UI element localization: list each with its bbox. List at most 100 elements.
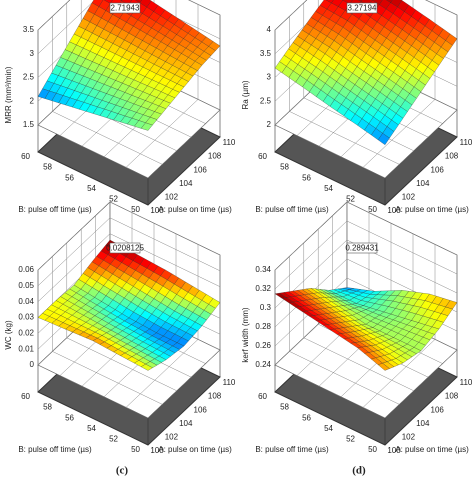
- z-tick-label: 0.24: [255, 360, 271, 369]
- grid-line: [274, 0, 458, 31]
- z-tick-label: 3: [30, 49, 35, 58]
- x-tick-label: 104: [179, 419, 193, 428]
- x-tick-label: 110: [223, 378, 236, 387]
- x-tick-label: 100: [150, 206, 164, 215]
- y-tick-label: 60: [258, 392, 267, 401]
- z-tick-label: 0: [30, 360, 35, 369]
- z-tick-label: 3.5: [260, 49, 272, 58]
- y-tick-label: 60: [21, 392, 30, 401]
- x-axis-label: A: pulse on time (µs): [158, 205, 232, 214]
- y-axis-label: B: pulse off time (µs): [18, 445, 92, 454]
- z-tick-label: 0.32: [255, 284, 271, 293]
- z-tick-label: 0.26: [255, 341, 271, 350]
- x-tick-label: 102: [402, 433, 416, 442]
- annotation-box: [109, 242, 141, 254]
- z-tick-label: 0.05: [18, 281, 34, 290]
- grid-line: [362, 244, 436, 408]
- grid-line: [147, 255, 221, 419]
- z-axis-label: MRR (mm³/min): [4, 66, 13, 123]
- y-axis-label: B: pulse off time (µs): [255, 205, 329, 214]
- x-tick-label: 106: [194, 405, 208, 414]
- z-axis-label: WC (kg): [4, 320, 13, 350]
- annotation: 0.289431: [345, 244, 379, 253]
- x-tick-label: 108: [208, 152, 222, 161]
- x-axis-label: A: pulse on time (µs): [395, 205, 469, 214]
- z-axis-label: Ra (µm): [241, 80, 250, 109]
- z-tick-label: 3: [267, 73, 272, 82]
- grid-line: [147, 15, 221, 179]
- x-tick-label: 108: [445, 152, 459, 161]
- z-tick-label: 0.06: [18, 265, 34, 274]
- y-axis-label: B: pulse off time (µs): [18, 205, 92, 214]
- z-tick-label: 0.01: [18, 344, 34, 353]
- z-tick-label: 2.5: [23, 73, 35, 82]
- x-tick-label: 108: [445, 392, 459, 401]
- surface-cell: [377, 133, 390, 145]
- annotation-box: [346, 2, 378, 14]
- z-tick-label: 0.04: [18, 297, 34, 306]
- y-tick-label: 50: [131, 445, 140, 454]
- y-tick-label: 54: [324, 424, 333, 433]
- z-tick-label: 0.34: [255, 265, 271, 274]
- y-tick-label: 56: [65, 413, 74, 422]
- x-tick-label: 108: [208, 392, 222, 401]
- z-tick-label: 2: [267, 120, 272, 129]
- x-tick-label: 102: [165, 433, 179, 442]
- x-tick-label: 110: [460, 378, 473, 387]
- z-tick-label: 2: [30, 96, 35, 105]
- surface-cell: [377, 363, 390, 371]
- grid-line: [384, 15, 458, 179]
- y-tick-label: 52: [346, 195, 355, 204]
- caption: (d): [352, 465, 366, 477]
- surface-cell: [140, 122, 153, 131]
- y-tick-label: 52: [109, 195, 118, 204]
- panel: 0.240.260.280.30.320.3410010210410610811…: [241, 201, 473, 477]
- z-tick-label: 0.03: [18, 313, 34, 322]
- annotation-box: [109, 2, 141, 14]
- x-tick-label: 100: [387, 206, 401, 215]
- y-tick-label: 50: [131, 205, 140, 214]
- y-tick-label: 58: [280, 163, 289, 172]
- y-tick-label: 50: [368, 445, 377, 454]
- y-axis-label: B: pulse off time (µs): [255, 445, 329, 454]
- y-tick-label: 56: [302, 173, 311, 182]
- annotation: 2.71943: [111, 4, 140, 13]
- z-tick-label: 0.3: [260, 303, 272, 312]
- y-tick-label: 58: [280, 403, 289, 412]
- x-tick-label: 102: [165, 193, 179, 202]
- x-tick-label: 106: [431, 405, 445, 414]
- z-tick-label: 2.5: [260, 96, 272, 105]
- y-tick-label: 52: [346, 435, 355, 444]
- x-axis-label: A: pulse on time (µs): [158, 445, 232, 454]
- z-tick-label: 1.5: [23, 120, 35, 129]
- y-tick-label: 54: [324, 184, 333, 193]
- x-tick-label: 106: [194, 165, 208, 174]
- annotation: 0.0208125: [106, 244, 144, 253]
- y-tick-label: 50: [368, 205, 377, 214]
- z-tick-label: 0.02: [18, 328, 34, 337]
- grid-line: [384, 255, 458, 419]
- y-tick-label: 56: [302, 413, 311, 422]
- x-tick-label: 104: [179, 179, 193, 188]
- y-tick-label: 54: [87, 424, 96, 433]
- y-tick-label: 58: [43, 163, 52, 172]
- z-tick-label: 4: [267, 25, 272, 34]
- x-tick-label: 110: [460, 138, 473, 147]
- caption: (c): [116, 465, 129, 477]
- x-tick-label: 104: [416, 419, 430, 428]
- z-axis-label: kerf width (mm): [241, 307, 250, 362]
- grid-line: [37, 0, 221, 31]
- annotation-box: [346, 242, 378, 254]
- z-tick-label: 3.5: [23, 25, 35, 34]
- y-tick-label: 58: [43, 403, 52, 412]
- x-tick-label: 100: [150, 446, 164, 455]
- y-tick-label: 52: [109, 435, 118, 444]
- y-tick-label: 60: [21, 152, 30, 161]
- x-tick-label: 104: [416, 179, 430, 188]
- x-tick-label: 100: [387, 446, 401, 455]
- grid-line: [125, 244, 199, 408]
- annotation: 3.27194: [348, 4, 377, 13]
- surface-cell: [357, 0, 363, 2]
